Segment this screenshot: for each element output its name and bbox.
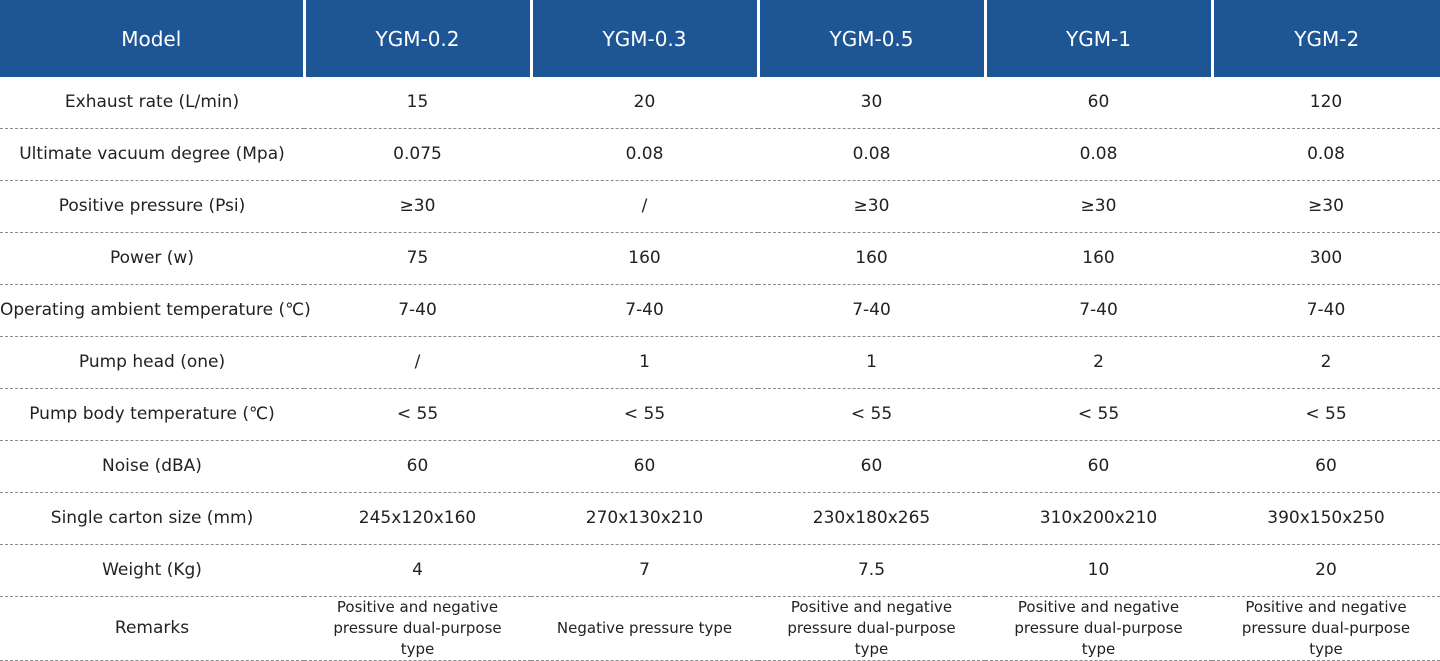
table-cell: 390x150x250 <box>1212 492 1440 545</box>
row-label: Single carton size (mm) <box>0 492 304 545</box>
table-cell: 160 <box>758 232 985 285</box>
model-header-ygm-2: YGM-2 <box>1210 0 1440 77</box>
row-label: Operating ambient temperature (℃) <box>0 284 311 337</box>
table-cell: 230x180x265 <box>758 492 985 545</box>
model-header-ygm-0-3: YGM-0.3 <box>529 0 758 77</box>
table-cell: 60 <box>985 440 1212 493</box>
table-cell: 245x120x160 <box>304 492 531 545</box>
table-cell: / <box>304 336 531 389</box>
table-cell: 75 <box>304 232 531 285</box>
table-cell: 0.08 <box>531 128 758 181</box>
table-cell: Positive and negative pressure dual-purp… <box>985 596 1212 661</box>
table-row: Pump head (one) / 1 1 2 2 <box>0 336 1440 389</box>
table-cell: 60 <box>1212 440 1440 493</box>
table-cell: 7-40 <box>758 284 985 337</box>
table-row: Operating ambient temperature (℃) 7-40 7… <box>0 284 1440 337</box>
table-cell: 310x200x210 <box>985 492 1212 545</box>
table-cell: / <box>531 180 758 233</box>
table-row: Positive pressure (Psi) ≥30 / ≥30 ≥30 ≥3… <box>0 180 1440 233</box>
table-cell: 160 <box>985 232 1212 285</box>
table-cell: Negative pressure type <box>531 596 758 661</box>
remark-text: Positive and negative pressure dual-purp… <box>1241 598 1411 658</box>
table-cell: < 55 <box>985 388 1212 441</box>
table-cell: 60 <box>531 440 758 493</box>
table-cell: 1 <box>531 336 758 389</box>
table-cell: 7-40 <box>985 284 1212 337</box>
table-row: Single carton size (mm) 245x120x160 270x… <box>0 492 1440 545</box>
row-label: Noise (dBA) <box>0 440 304 493</box>
table-row: Power (w) 75 160 160 160 300 <box>0 232 1440 285</box>
table-cell: 60 <box>758 440 985 493</box>
model-header-ygm-0-2: YGM-0.2 <box>302 0 531 77</box>
table-cell: < 55 <box>1212 388 1440 441</box>
table-cell: 120 <box>1212 77 1440 129</box>
row-label: Power (w) <box>0 232 304 285</box>
table-cell: Positive and negative pressure dual-purp… <box>1212 596 1440 661</box>
table-cell: 7-40 <box>1212 284 1440 337</box>
row-label: Weight (Kg) <box>0 544 304 597</box>
table-cell: 20 <box>1212 544 1440 597</box>
table-row: Noise (dBA) 60 60 60 60 60 <box>0 440 1440 493</box>
model-header-ygm-1: YGM-1 <box>983 0 1212 77</box>
row-label: Remarks <box>0 596 304 661</box>
table-cell: 60 <box>304 440 531 493</box>
table-cell: 0.08 <box>758 128 985 181</box>
row-label: Pump head (one) <box>0 336 304 389</box>
table-cell: ≥30 <box>304 180 531 233</box>
table-cell: 2 <box>1212 336 1440 389</box>
row-label: Pump body temperature (℃) <box>0 388 304 441</box>
table-header: Model YGM-0.2 YGM-0.3 YGM-0.5 YGM-1 YGM-… <box>0 0 1440 77</box>
model-header-label: Model <box>0 0 304 77</box>
table-cell: 270x130x210 <box>531 492 758 545</box>
table-row: Weight (Kg) 4 7 7.5 10 20 <box>0 544 1440 597</box>
table-cell: 4 <box>304 544 531 597</box>
row-label: Exhaust rate (L/min) <box>0 77 304 129</box>
table-cell: Positive and negative pressure dual-purp… <box>758 596 985 661</box>
table-cell: 160 <box>531 232 758 285</box>
table-cell: 7.5 <box>758 544 985 597</box>
table-cell: 7 <box>531 544 758 597</box>
table-cell: 0.08 <box>985 128 1212 181</box>
table-cell: 60 <box>985 77 1212 129</box>
table-cell: < 55 <box>304 388 531 441</box>
remark-text: Positive and negative pressure dual-purp… <box>1014 598 1183 658</box>
table-cell: ≥30 <box>985 180 1212 233</box>
table-cell: 7-40 <box>531 284 758 337</box>
table-cell: 10 <box>985 544 1212 597</box>
table-row-remarks: Remarks Positive and negative pressure d… <box>0 596 1440 661</box>
table-cell: 1 <box>758 336 985 389</box>
row-label: Positive pressure (Psi) <box>0 180 304 233</box>
model-header-ygm-0-5: YGM-0.5 <box>756 0 985 77</box>
table-cell: 15 <box>304 77 531 129</box>
table-cell: < 55 <box>758 388 985 441</box>
table-cell: 30 <box>758 77 985 129</box>
table-cell: 300 <box>1212 232 1440 285</box>
table-cell: 7-40 <box>304 284 531 337</box>
header-row: Model YGM-0.2 YGM-0.3 YGM-0.5 YGM-1 YGM-… <box>0 0 1440 77</box>
remark-text: Positive and negative pressure dual-purp… <box>333 598 502 658</box>
table-row: Pump body temperature (℃) < 55 < 55 < 55… <box>0 388 1440 441</box>
remark-text: Positive and negative pressure dual-purp… <box>787 598 956 658</box>
table-body: Exhaust rate (L/min) 15 20 30 60 120 Ult… <box>0 77 1440 661</box>
table-cell: < 55 <box>531 388 758 441</box>
table-cell: 2 <box>985 336 1212 389</box>
table-cell: 0.075 <box>304 128 531 181</box>
table-row: Exhaust rate (L/min) 15 20 30 60 120 <box>0 77 1440 129</box>
table-row: Ultimate vacuum degree (Mpa) 0.075 0.08 … <box>0 128 1440 181</box>
row-label: Ultimate vacuum degree (Mpa) <box>0 128 304 181</box>
table-cell: ≥30 <box>1212 180 1440 233</box>
table-cell: ≥30 <box>758 180 985 233</box>
table-cell: Positive and negative pressure dual-purp… <box>304 596 531 661</box>
table-cell: 20 <box>531 77 758 129</box>
table-cell: 0.08 <box>1212 128 1440 181</box>
remark-text: Negative pressure type <box>556 619 733 637</box>
